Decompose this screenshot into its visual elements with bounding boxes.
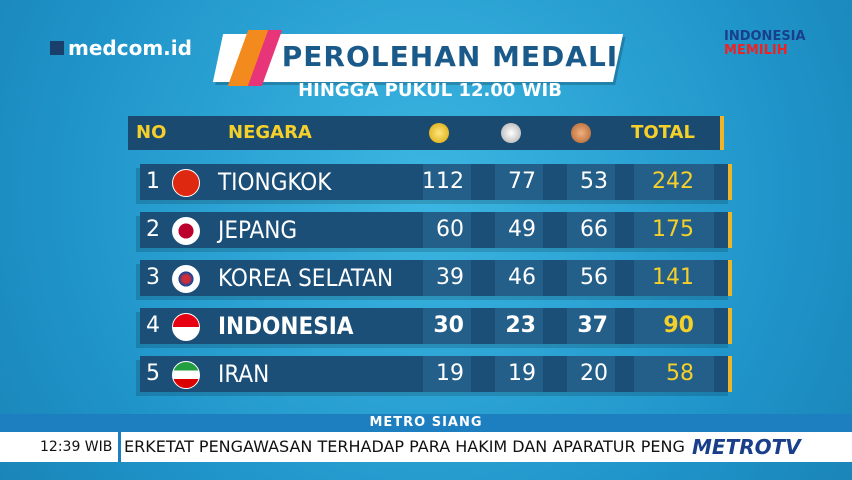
table-row: 5 IRAN 19 19 20 58 <box>140 356 732 392</box>
cell-shade <box>423 308 471 344</box>
badge-top: INDONESIA <box>724 29 806 44</box>
rank: 5 <box>146 361 160 386</box>
channel-name: medcom.id <box>68 36 192 60</box>
medal-count: 46 <box>508 265 536 290</box>
medal-count: 49 <box>508 217 536 242</box>
channel-logo: medcom.id <box>50 36 192 60</box>
table-row: 2 JEPANG 60 49 66 175 <box>140 212 732 248</box>
medal-count: 20 <box>580 361 608 386</box>
medal-count: 19 <box>436 361 464 386</box>
medal-count: 53 <box>580 169 608 194</box>
column-header: NEGARA <box>228 122 312 143</box>
cell-shade <box>495 308 543 344</box>
country: TIONGKOK <box>218 168 332 196</box>
cell-shade <box>423 164 471 200</box>
country: INDONESIA <box>218 312 354 340</box>
medal-count: 66 <box>580 217 608 242</box>
metrotv-logo: METROTV <box>692 432 801 462</box>
cell-shade <box>423 212 471 248</box>
total: 90 <box>663 313 694 338</box>
cell-shade <box>423 356 471 392</box>
medal-count: 30 <box>433 313 464 338</box>
rank: 1 <box>146 169 160 194</box>
cell-shade <box>495 260 543 296</box>
program-band <box>0 414 852 432</box>
country: IRAN <box>218 360 270 388</box>
flag <box>172 361 200 389</box>
bronze-icon <box>571 123 591 143</box>
cell-shade <box>423 260 471 296</box>
flag <box>172 169 200 197</box>
country: JEPANG <box>218 216 298 244</box>
cell-shade <box>495 164 543 200</box>
badge: INDONESIA MEMILIH <box>700 29 806 58</box>
rank: 3 <box>146 265 160 290</box>
total: 242 <box>652 169 694 194</box>
cell-shade <box>634 164 714 200</box>
clock: 12:39 WIB <box>40 439 113 455</box>
logo-right: TV <box>771 435 801 459</box>
total: 141 <box>652 265 694 290</box>
flag <box>172 265 200 293</box>
ticker-text: ERKETAT PENGAWASAN TERHADAP PARA HAKIM D… <box>124 437 684 456</box>
medal-count: 23 <box>505 313 536 338</box>
subtitle: HINGGA PUKUL 12.00 WIB <box>298 80 562 101</box>
program-name: METRO SIANG <box>369 415 483 430</box>
column-header: NO <box>136 122 167 143</box>
medal-count: 60 <box>436 217 464 242</box>
cell-shade <box>634 308 714 344</box>
column-header: TOTAL <box>631 122 695 143</box>
medal-count: 19 <box>508 361 536 386</box>
badge-bottom: MEMILIH <box>724 43 788 58</box>
medal-count: 77 <box>508 169 536 194</box>
cell-shade <box>495 212 543 248</box>
total: 58 <box>666 361 694 386</box>
cell-shade <box>567 356 615 392</box>
medal-count: 37 <box>577 313 608 338</box>
gold-icon <box>429 123 449 143</box>
cell-shade <box>634 260 714 296</box>
cell-shade <box>495 356 543 392</box>
flag <box>172 217 200 245</box>
table-row: 3 KOREA SELATAN 39 46 56 141 <box>140 260 732 296</box>
country: KOREA SELATAN <box>218 264 394 292</box>
title: PEROLEHAN MEDALI <box>281 40 619 73</box>
cell-shade <box>567 308 615 344</box>
total: 175 <box>652 217 694 242</box>
table-row: 4 INDONESIA 30 23 37 90 <box>140 308 732 344</box>
cell-shade <box>634 212 714 248</box>
cell-shade <box>567 260 615 296</box>
logo-left: METRO <box>692 435 772 459</box>
clock-box <box>0 432 121 462</box>
table-header: NO NEGARA TOTAL <box>128 116 724 150</box>
rank: 2 <box>146 217 160 242</box>
flag <box>172 313 200 341</box>
rank: 4 <box>146 313 160 338</box>
medal-count: 112 <box>422 169 464 194</box>
cell-shade <box>567 212 615 248</box>
cell-shade <box>567 164 615 200</box>
table-row: 1 TIONGKOK 112 77 53 242 <box>140 164 732 200</box>
medal-count: 56 <box>580 265 608 290</box>
medal-count: 39 <box>436 265 464 290</box>
ticker-bar <box>0 432 852 462</box>
silver-icon <box>501 123 521 143</box>
cell-shade <box>634 356 714 392</box>
